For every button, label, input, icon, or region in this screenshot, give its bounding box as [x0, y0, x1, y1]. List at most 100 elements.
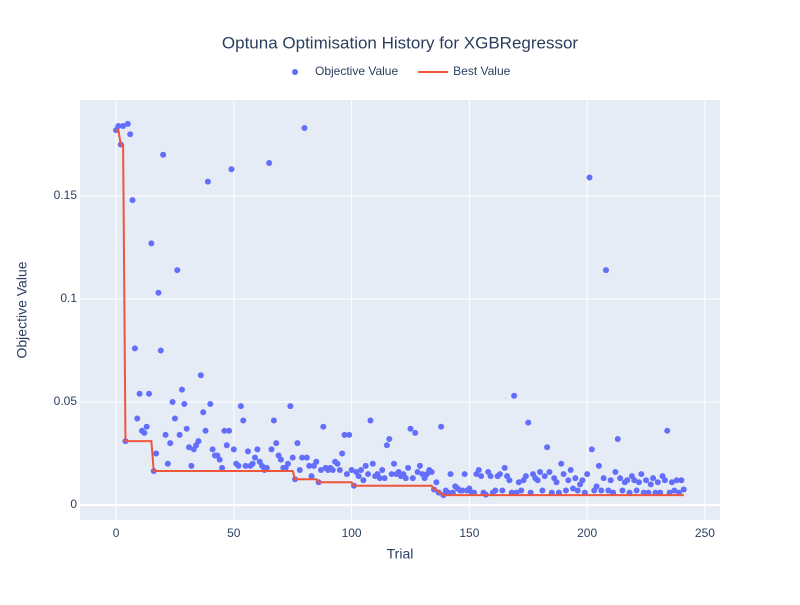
data-point — [294, 440, 301, 447]
data-point — [358, 466, 365, 473]
data-point — [541, 473, 548, 480]
data-point — [162, 431, 169, 438]
data-point — [355, 473, 362, 480]
data-point — [612, 469, 619, 476]
data-point — [216, 456, 223, 463]
data-point — [572, 475, 579, 482]
data-point — [438, 423, 445, 430]
data-point — [619, 487, 626, 494]
data-point — [221, 427, 228, 434]
legend-label: Objective Value — [315, 64, 398, 78]
data-point — [186, 444, 193, 451]
data-point — [141, 429, 148, 436]
data-point — [595, 462, 602, 469]
data-point — [129, 197, 136, 204]
data-point — [461, 471, 468, 478]
data-point — [202, 427, 209, 434]
data-point — [409, 475, 416, 482]
data-point — [553, 479, 560, 486]
data-point — [176, 431, 183, 438]
data-point — [153, 450, 160, 457]
plot-area — [80, 100, 720, 520]
data-point — [588, 446, 595, 453]
data-point — [136, 390, 143, 397]
data-point — [428, 469, 435, 476]
data-point — [343, 471, 350, 478]
data-point — [537, 469, 544, 476]
data-point — [515, 479, 522, 486]
chart-title: Optuna Optimisation History for XGBRegre… — [222, 33, 579, 52]
data-point — [164, 460, 171, 467]
data-point — [268, 446, 275, 453]
data-point — [317, 466, 324, 473]
data-point — [565, 477, 572, 484]
data-point — [633, 487, 640, 494]
data-point — [673, 477, 680, 484]
data-point — [518, 487, 525, 494]
x-tick-label: 100 — [342, 526, 362, 540]
data-point — [308, 473, 315, 480]
data-point — [270, 417, 277, 424]
x-tick-label: 50 — [227, 526, 241, 540]
data-point — [188, 462, 195, 469]
data-point — [643, 477, 650, 484]
data-point — [320, 423, 327, 430]
x-tick-label: 0 — [113, 526, 120, 540]
data-point — [237, 403, 244, 410]
data-point — [664, 427, 671, 434]
x-tick-label: 200 — [577, 526, 597, 540]
data-point — [544, 444, 551, 451]
data-point — [254, 446, 261, 453]
data-point — [181, 401, 188, 408]
data-point — [197, 372, 204, 379]
data-point — [379, 466, 386, 473]
data-point — [635, 479, 642, 486]
data-point — [579, 477, 586, 484]
data-point — [167, 440, 174, 447]
data-point — [226, 427, 233, 434]
data-point — [631, 477, 638, 484]
x-tick-label: 150 — [459, 526, 479, 540]
data-point — [560, 471, 567, 478]
data-point — [412, 429, 419, 436]
data-point — [654, 479, 661, 486]
data-point — [501, 464, 508, 471]
data-point — [160, 151, 167, 158]
best-value-line — [116, 129, 684, 497]
data-point — [341, 431, 348, 438]
data-point — [306, 462, 313, 469]
data-point — [299, 454, 306, 461]
data-point — [539, 487, 546, 494]
data-point — [416, 462, 423, 469]
data-point — [534, 477, 541, 484]
data-point — [174, 267, 181, 274]
data-point — [367, 417, 374, 424]
data-point — [209, 446, 216, 453]
data-point — [200, 409, 207, 416]
data-point — [134, 415, 141, 422]
data-point — [346, 431, 353, 438]
data-point — [661, 477, 668, 484]
data-point — [228, 166, 235, 173]
data-point — [600, 475, 607, 482]
data-point — [496, 471, 503, 478]
data-point — [570, 485, 577, 492]
data-point — [252, 454, 259, 461]
data-point — [360, 477, 367, 484]
data-point — [155, 289, 162, 296]
data-point — [277, 456, 284, 463]
data-point — [407, 425, 414, 432]
data-point — [638, 471, 645, 478]
data-point — [148, 240, 155, 247]
data-point — [487, 473, 494, 480]
data-point — [207, 401, 214, 408]
data-point — [405, 464, 412, 471]
data-point — [607, 477, 614, 484]
data-point — [146, 390, 153, 397]
data-point — [602, 267, 609, 274]
data-point — [124, 120, 131, 127]
data-point — [381, 475, 388, 482]
data-point — [143, 423, 150, 430]
data-point — [249, 460, 256, 467]
